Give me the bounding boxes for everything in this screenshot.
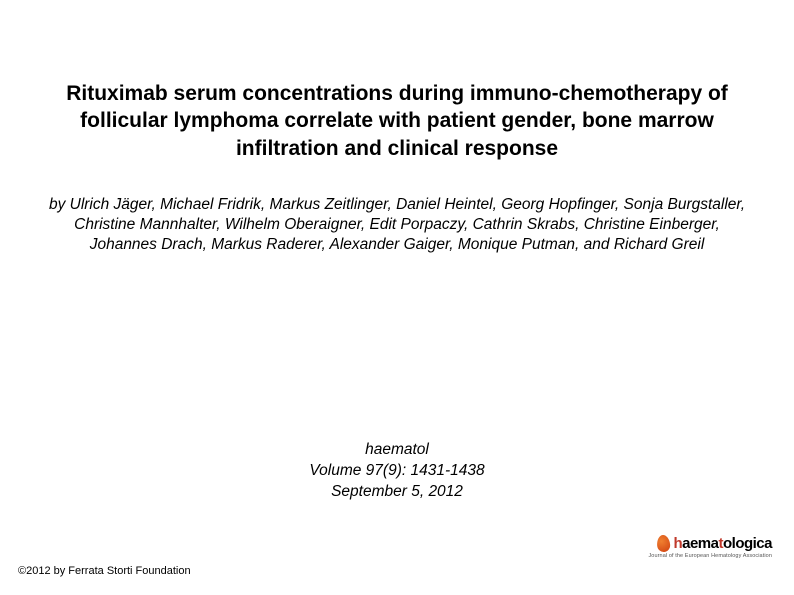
journal-logo: haematologica Journal of the European He… [648, 535, 772, 559]
blood-drop-icon [657, 534, 671, 552]
logo-tagline: Journal of the European Hematology Assoc… [648, 553, 772, 559]
logo-letter-h: h [673, 535, 682, 552]
citation-block: haematol Volume 97(9): 1431-1438 Septemb… [0, 440, 794, 503]
publication-date: September 5, 2012 [0, 482, 794, 503]
article-title: Rituximab serum concentrations during im… [60, 80, 734, 162]
logo-letters-aema: aema [682, 535, 718, 552]
volume-issue-pages: Volume 97(9): 1431-1438 [0, 461, 794, 482]
journal-name: haematol [0, 440, 794, 461]
authors-list: by Ulrich Jäger, Michael Fridrik, Markus… [48, 195, 746, 255]
logo-letters-ologica: ologica [723, 535, 772, 552]
logo-text: haematologica [673, 535, 772, 552]
copyright-notice: ©2012 by Ferrata Storti Foundation [18, 565, 191, 577]
logo-wordmark: haematologica [657, 535, 772, 552]
